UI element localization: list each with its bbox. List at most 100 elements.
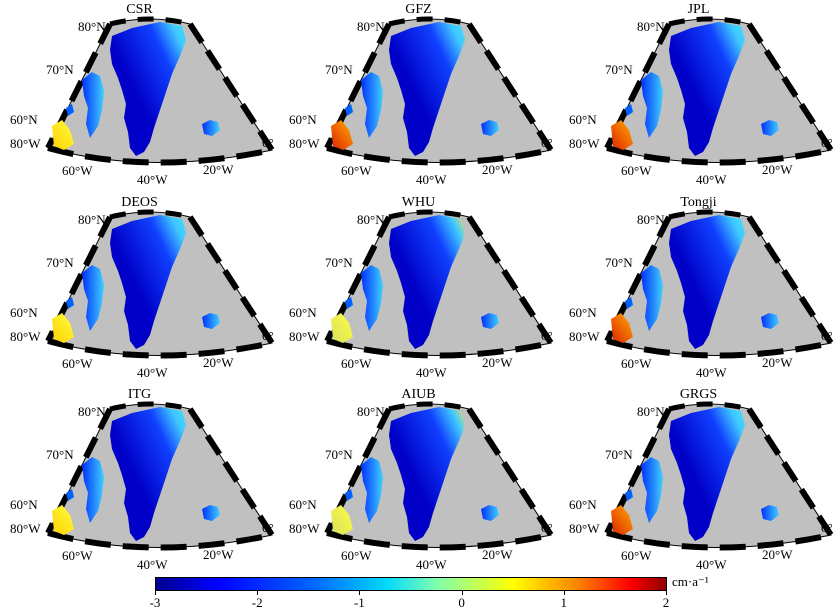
- colorbar-tick-label: 2: [662, 595, 670, 610]
- baffin-patch: [611, 505, 633, 535]
- lon-label-20w: 20°W: [482, 162, 513, 177]
- lat-label-60n: 60°N: [569, 112, 597, 127]
- map-frame-right: [746, 215, 834, 345]
- lat-label-80n: 80°N: [637, 212, 665, 227]
- colorbar-tick-label: -1: [353, 595, 365, 610]
- colorbar-tick: [461, 591, 463, 595]
- lon-label-80w: 80°W: [289, 136, 320, 151]
- map-frame-right: [746, 22, 834, 152]
- colorbar-tick: [359, 591, 361, 595]
- lon-label-80w: 80°W: [10, 136, 41, 151]
- lon-label-60w: 60°W: [62, 356, 93, 371]
- colorbar-gradient: [155, 577, 667, 591]
- greenland-mass: [389, 407, 465, 541]
- map-frame-bottom: [606, 338, 832, 359]
- lon-label-20w: 20°W: [203, 355, 234, 370]
- lon-label-0: 0°: [821, 520, 833, 535]
- lon-label-0: 0°: [541, 328, 553, 343]
- lon-label-20w: 20°W: [203, 162, 234, 177]
- lon-label-60w: 60°W: [341, 548, 372, 563]
- lat-label-70n: 70°N: [325, 255, 353, 270]
- greenland-mass: [110, 215, 186, 349]
- canadian-islands: [361, 72, 383, 138]
- canadian-islands: [361, 265, 383, 331]
- map-panel-whu: WHU 80°N 70°N 60°N 80°W 60°W 40°W 20°W 0…: [279, 193, 558, 381]
- lat-label-80n: 80°N: [637, 19, 665, 34]
- map-frame-right: [466, 215, 554, 345]
- panel-title: WHU: [401, 195, 436, 210]
- lon-label-60w: 60°W: [621, 356, 652, 371]
- panel-title: AIUB: [401, 387, 436, 402]
- lon-label-80w: 80°W: [10, 329, 41, 344]
- baffin-patch: [611, 313, 633, 343]
- iceland: [202, 120, 220, 136]
- map-frame-right: [746, 407, 834, 537]
- lon-label-20w: 20°W: [203, 547, 234, 562]
- iceland: [481, 313, 499, 329]
- panel-title: GRGS: [679, 387, 718, 402]
- map-frame-top: [109, 401, 191, 412]
- baffin-patch: [331, 505, 353, 535]
- lat-label-70n: 70°N: [46, 62, 74, 77]
- lat-label-80n: 80°N: [357, 19, 385, 34]
- iceland: [202, 313, 220, 329]
- lon-label-80w: 80°W: [289, 329, 320, 344]
- lon-label-60w: 60°W: [621, 163, 652, 178]
- lat-label-60n: 60°N: [569, 305, 597, 320]
- baffin-patch: [611, 120, 633, 150]
- map-frame-bottom: [606, 530, 832, 551]
- lat-label-80n: 80°N: [78, 212, 106, 227]
- lat-label-60n: 60°N: [10, 112, 38, 127]
- canadian-islands: [641, 265, 663, 331]
- iceland: [761, 120, 779, 136]
- map-panel-grgs: GRGS 80°N 70°N 60°N 80°W 60°W 40°W 20°W …: [559, 385, 838, 573]
- map-frame-bottom: [47, 530, 273, 551]
- map-frame-bottom: [47, 145, 273, 166]
- map-frame-right: [187, 22, 275, 152]
- lat-label-70n: 70°N: [605, 62, 633, 77]
- map-panel-deos: DEOS 80°N 70°N 60°N 80°W 60°W 40°W 20°W …: [0, 193, 279, 381]
- colorbar-tick: [155, 591, 156, 595]
- lat-label-60n: 60°N: [569, 497, 597, 512]
- lon-label-60w: 60°W: [62, 163, 93, 178]
- map-panel-gfz: GFZ 80°N 70°N 60°N 80°W 60°W 40°W 20°W 0…: [279, 0, 558, 188]
- colorbar-tick: [563, 591, 565, 595]
- lon-label-0: 0°: [541, 135, 553, 150]
- lon-label-40w: 40°W: [137, 172, 168, 187]
- lat-label-70n: 70°N: [605, 447, 633, 462]
- map-frame-right: [187, 215, 275, 345]
- panel-title: DEOS: [121, 195, 158, 210]
- small-island: [345, 489, 353, 501]
- lon-label-60w: 60°W: [62, 548, 93, 563]
- small-island: [625, 489, 633, 501]
- lon-label-60w: 60°W: [621, 548, 652, 563]
- map-frame-top: [109, 209, 191, 220]
- canadian-islands: [641, 457, 663, 523]
- baffin-patch: [331, 120, 353, 150]
- map-frame-bottom: [47, 338, 273, 359]
- canadian-islands: [361, 457, 383, 523]
- map-frame-top: [388, 401, 470, 412]
- lon-label-80w: 80°W: [569, 521, 600, 536]
- colorbar-tick: [257, 591, 259, 595]
- panel-title: Tongji: [680, 195, 717, 210]
- lon-label-60w: 60°W: [341, 163, 372, 178]
- greenland-mass: [389, 215, 465, 349]
- canadian-islands: [641, 72, 663, 138]
- lon-label-60w: 60°W: [341, 356, 372, 371]
- lon-label-40w: 40°W: [416, 365, 447, 380]
- map-frame-bottom: [326, 145, 552, 166]
- colorbar-tick: [666, 591, 667, 595]
- lat-label-70n: 70°N: [605, 255, 633, 270]
- colorbar-tick-label: -3: [149, 595, 161, 610]
- lon-label-20w: 20°W: [762, 547, 793, 562]
- small-island: [66, 489, 74, 501]
- canadian-islands: [82, 72, 104, 138]
- panel-title: GFZ: [405, 2, 432, 17]
- lon-label-0: 0°: [821, 328, 833, 343]
- map-frame-top: [668, 16, 750, 27]
- baffin-patch: [52, 313, 74, 343]
- map-panel-csr: CSR 80°N 70°N 60°N 80°W 60°W 40°W 20°W 0…: [0, 0, 279, 188]
- lat-label-60n: 60°N: [10, 305, 38, 320]
- baffin-patch: [331, 313, 353, 343]
